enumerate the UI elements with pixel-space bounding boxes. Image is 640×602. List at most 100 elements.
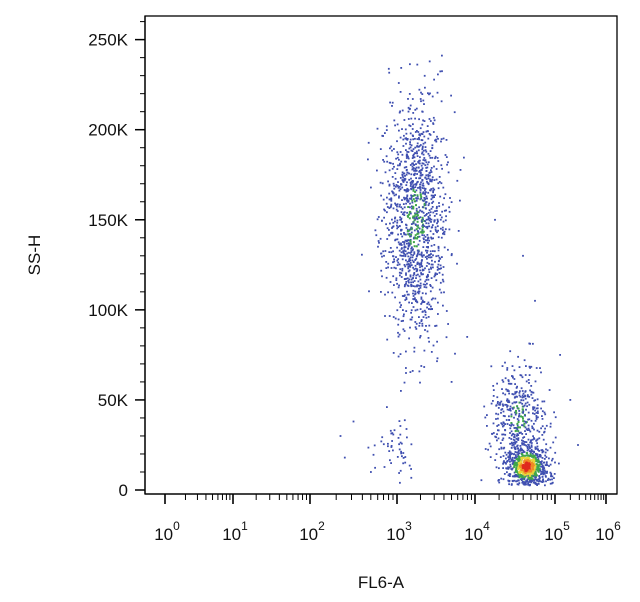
data-point [523, 422, 526, 425]
data-point [393, 284, 395, 286]
data-point [418, 162, 421, 165]
data-point [502, 415, 505, 417]
data-point [510, 438, 513, 440]
data-point [539, 454, 542, 457]
data-point [384, 250, 387, 252]
data-point [429, 285, 432, 287]
data-point [523, 471, 526, 474]
data-point [508, 458, 510, 461]
data-point [541, 470, 544, 473]
data-point [410, 318, 413, 321]
data-point [541, 457, 544, 459]
data-point [504, 433, 507, 436]
data-point [419, 183, 422, 186]
data-point [496, 396, 499, 399]
data-point [528, 473, 531, 476]
data-point [521, 469, 525, 472]
data-point [532, 460, 535, 463]
data-point [421, 301, 423, 304]
data-point [549, 478, 551, 481]
data-point [413, 156, 416, 159]
data-point [429, 120, 432, 122]
data-point [507, 479, 510, 482]
x-tick-label: 104 [464, 519, 490, 544]
data-point [412, 188, 415, 191]
data-point [399, 274, 401, 277]
data-point [490, 402, 493, 405]
data-point [373, 444, 376, 447]
data-point [500, 447, 503, 450]
data-point [410, 223, 413, 225]
data-point [440, 216, 443, 219]
data-point [431, 144, 434, 147]
data-point [537, 412, 539, 414]
data-point [391, 232, 394, 235]
data-point [519, 461, 522, 464]
data-point [406, 260, 409, 263]
data-point [430, 198, 433, 201]
data-point [411, 195, 414, 197]
data-point [527, 443, 529, 446]
y-tick-label: 200K [88, 121, 128, 140]
data-point [497, 417, 499, 420]
data-point [536, 453, 539, 456]
data-point [511, 468, 513, 471]
data-point [426, 125, 429, 127]
data-point [412, 248, 414, 251]
data-point [516, 427, 518, 430]
data-point [417, 290, 420, 293]
data-point [409, 210, 412, 213]
data-point [438, 288, 441, 291]
data-point [367, 158, 369, 161]
data-point [518, 482, 521, 484]
data-point [424, 204, 427, 206]
data-point [407, 239, 410, 242]
data-point [422, 269, 425, 271]
data-point [404, 456, 407, 458]
data-point [396, 210, 399, 212]
data-point [407, 244, 410, 247]
data-point [377, 216, 380, 218]
data-point [551, 475, 554, 478]
data-point [535, 415, 538, 417]
data-point [504, 393, 507, 396]
data-point [441, 167, 443, 170]
data-point [425, 195, 428, 198]
data-point [525, 428, 528, 430]
data-point [381, 436, 384, 439]
data-point [517, 461, 520, 463]
data-point [421, 299, 424, 302]
data-point [399, 216, 401, 219]
data-point [514, 401, 517, 404]
data-point [514, 447, 517, 449]
data-point [526, 449, 529, 452]
data-point [427, 204, 430, 207]
data-point [508, 415, 510, 418]
data-point [414, 186, 417, 188]
data-point [403, 330, 406, 332]
data-point [530, 365, 533, 368]
data-point [515, 409, 517, 412]
data-point [413, 245, 416, 248]
data-point [418, 235, 421, 238]
data-point [393, 258, 395, 261]
data-point [397, 331, 399, 334]
data-point [396, 238, 399, 241]
data-point [427, 301, 430, 304]
data-point [432, 237, 434, 240]
data-point [414, 285, 416, 288]
data-point [396, 264, 399, 266]
data-point [509, 465, 512, 468]
data-point [504, 377, 507, 380]
data-point [388, 234, 390, 237]
data-point [431, 202, 433, 204]
data-point [531, 463, 535, 466]
data-point [510, 430, 513, 433]
data-point [407, 263, 410, 265]
data-point [510, 484, 513, 486]
data-point [524, 430, 526, 432]
data-point [531, 459, 534, 462]
data-point [527, 448, 530, 451]
data-point [517, 475, 519, 478]
data-point [547, 479, 549, 481]
